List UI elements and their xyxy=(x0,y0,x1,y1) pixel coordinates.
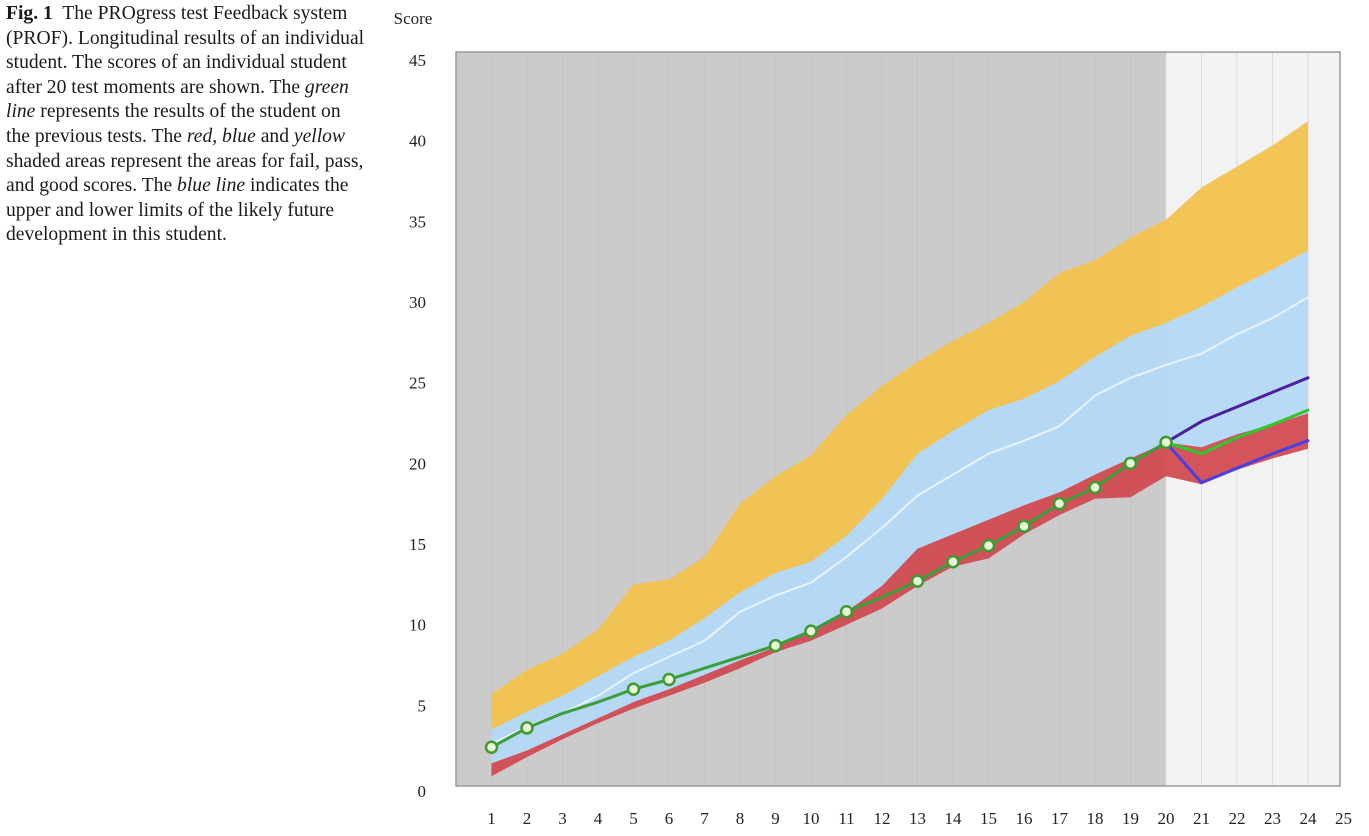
plot-border xyxy=(455,51,1341,787)
y-tick-label: 15 xyxy=(409,535,426,554)
x-tick-label: 7 xyxy=(700,809,709,828)
y-tick-label: 20 xyxy=(409,454,426,473)
x-tick-label: 13 xyxy=(909,809,926,828)
x-tick-label: 10 xyxy=(803,809,820,828)
student-score-point xyxy=(662,672,676,687)
y-tick-label: 5 xyxy=(418,696,427,715)
student-score-point xyxy=(981,538,996,553)
x-tick-label: 1 xyxy=(487,809,496,828)
x-tick-label: 8 xyxy=(736,809,745,828)
student-score-point xyxy=(1159,435,1173,450)
caption-text-5: indicates the upper and lower limits of … xyxy=(6,175,349,246)
caption-green-line: green line xyxy=(6,76,349,123)
y-tick-label: 45 xyxy=(409,51,426,70)
y-tick-label: 25 xyxy=(409,374,426,393)
x-tick-label: 20 xyxy=(1158,809,1175,828)
x-tick-label: 3 xyxy=(558,809,567,828)
caption-blue-line: blue line xyxy=(177,175,246,197)
plot-area xyxy=(484,52,1310,786)
student-score-point xyxy=(839,605,854,619)
x-tick-label: 25 xyxy=(1335,809,1352,828)
caption-colors: red, blue xyxy=(186,125,256,147)
lower-limit-line xyxy=(1164,439,1310,485)
caption-text-3: and xyxy=(255,125,294,147)
student-score-point xyxy=(946,554,960,569)
caption-yellow: yellow xyxy=(293,125,346,147)
figure-caption: Fig. 1 The PROgress test Feedback system… xyxy=(6,2,368,248)
student-line xyxy=(490,440,1168,749)
y-tick-label: 0 xyxy=(418,782,427,801)
good-band xyxy=(491,121,1308,730)
caption-text-4: shaded areas represent the areas for fai… xyxy=(6,150,364,197)
student-score-point xyxy=(520,721,534,735)
y-tick-label: 30 xyxy=(409,293,426,312)
x-tick-label: 19 xyxy=(1122,809,1139,828)
student-score-point xyxy=(626,682,641,696)
student-score-point xyxy=(1123,456,1138,471)
x-tick-label: 9 xyxy=(771,809,780,828)
y-tick-label: 35 xyxy=(409,212,426,231)
x-tick-label: 11 xyxy=(838,809,854,828)
student-score-point xyxy=(1017,519,1031,534)
x-tick-label: 5 xyxy=(629,809,638,828)
x-tick-label: 12 xyxy=(874,809,891,828)
student-projection-line xyxy=(1164,408,1310,456)
upper-limit-line xyxy=(1164,376,1310,444)
x-tick-label: 21 xyxy=(1193,809,1210,828)
student-score-point xyxy=(910,574,925,588)
figure-label: Fig. 1 xyxy=(6,3,53,24)
x-tick-label: 6 xyxy=(665,809,674,828)
student-score-point xyxy=(1088,480,1102,495)
median-line xyxy=(491,296,1309,745)
y-tick-label: 40 xyxy=(409,132,426,151)
student-score-point xyxy=(804,624,818,638)
x-tick-label: 16 xyxy=(1016,809,1033,828)
student-score-point xyxy=(768,638,783,653)
x-tick-label: 15 xyxy=(980,809,997,828)
x-tick-label: 14 xyxy=(945,809,963,828)
x-tick-label: 22 xyxy=(1229,809,1246,828)
fail-band xyxy=(491,413,1308,777)
student-score-point xyxy=(1052,496,1067,511)
caption-text-1: The PROgress test Feedback system (PROF)… xyxy=(6,3,365,98)
y-tick-label: 10 xyxy=(409,616,426,635)
x-tick-label: 23 xyxy=(1264,809,1281,828)
student-score-point xyxy=(484,740,499,755)
x-tick-label: 4 xyxy=(594,809,603,828)
x-tick-label: 18 xyxy=(1087,809,1104,828)
x-tick-label: 24 xyxy=(1300,809,1318,828)
x-tick-label: 2 xyxy=(523,809,532,828)
pass-band xyxy=(491,250,1308,764)
y-axis-label: Score xyxy=(394,9,433,28)
caption-text-2: represents the results of the student on… xyxy=(6,101,341,147)
x-tick-label: 17 xyxy=(1051,809,1069,828)
